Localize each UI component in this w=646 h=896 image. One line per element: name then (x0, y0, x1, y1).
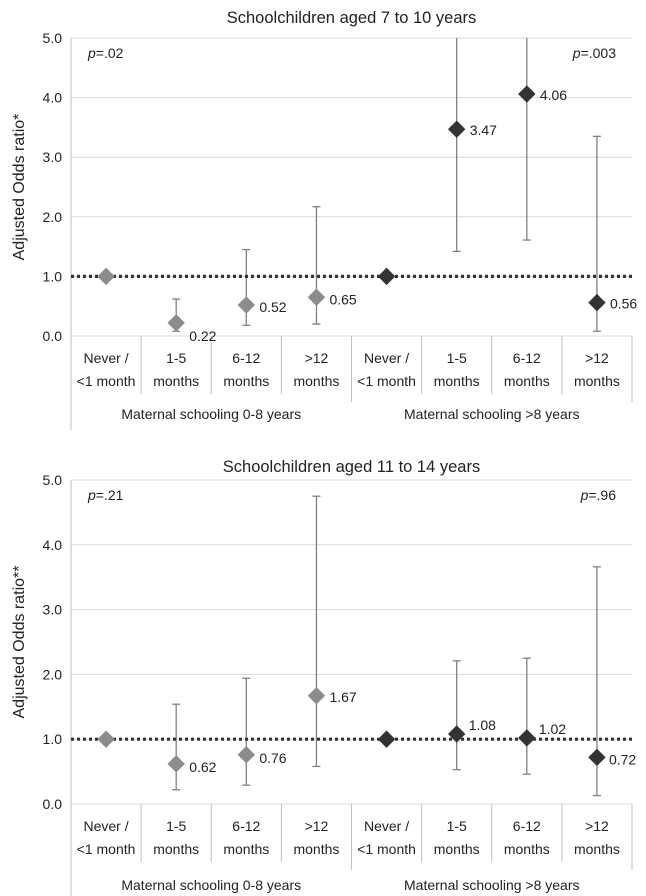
y-tick-label: 4.0 (43, 537, 63, 553)
x-category-label: Never / <1 month (77, 818, 136, 857)
p-value-label: p=.21 (87, 487, 124, 503)
data-point (167, 755, 185, 773)
data-point (167, 314, 185, 332)
x-category-label: 6-12 months (223, 350, 269, 389)
data-point (307, 687, 326, 705)
chart-title: Schoolchildren aged 11 to 14 years (223, 458, 480, 476)
y-axis-label: Adjusted Odds ratio* (11, 114, 28, 261)
data-point (377, 267, 396, 286)
y-tick-label: 0.0 (43, 796, 63, 812)
data-point (97, 730, 115, 748)
group-label: Maternal schooling 0-8 years (121, 406, 301, 422)
data-point (518, 85, 536, 103)
group-label: Maternal schooling 0-8 years (121, 877, 301, 893)
x-category-label: 1-5 months (434, 818, 480, 857)
x-category-label: >12 months (574, 818, 620, 857)
data-label: 0.52 (259, 299, 286, 315)
group-label: Maternal schooling >8 years (404, 406, 580, 422)
x-category-label: Never / <1 month (77, 350, 136, 389)
y-axis-label: Adjusted Odds ratio** (11, 566, 28, 719)
x-category-label: 6-12 months (504, 350, 550, 389)
x-category-label: >12 months (293, 818, 339, 857)
data-point (237, 746, 256, 764)
x-category-label: 6-12 months (504, 818, 550, 857)
y-tick-label: 1.0 (43, 268, 63, 284)
x-category-label: 6-12 months (223, 818, 269, 857)
data-label: 1.02 (539, 721, 566, 737)
data-point (588, 748, 606, 767)
y-tick-label: 5.0 (43, 472, 63, 488)
data-point (307, 288, 326, 306)
chart-title: Schoolchildren aged 7 to 10 years (227, 9, 477, 27)
x-category-label: >12 months (293, 350, 339, 389)
y-tick-label: 3.0 (43, 149, 63, 165)
data-point (447, 120, 466, 138)
y-tick-label: 4.0 (43, 90, 63, 106)
data-label: 1.67 (329, 689, 356, 705)
data-point (518, 729, 536, 747)
x-category-label: 1-5 months (153, 350, 199, 389)
y-tick-label: 5.0 (43, 30, 63, 46)
data-label: 0.56 (610, 296, 637, 312)
data-label: 3.47 (470, 122, 497, 138)
p-value-label: p=.003 (572, 45, 616, 61)
data-label: 4.06 (540, 87, 567, 103)
data-label: 1.08 (469, 717, 496, 733)
data-label: 0.22 (189, 328, 216, 344)
x-category-label: Never / <1 month (357, 350, 416, 389)
y-tick-label: 2.0 (43, 666, 63, 682)
x-category-label: 1-5 months (434, 350, 480, 389)
x-category-label: >12 months (574, 350, 620, 389)
y-tick-label: 3.0 (43, 602, 63, 618)
x-category-label: 1-5 months (153, 818, 199, 857)
x-category-label: Never / <1 month (357, 818, 416, 857)
data-label: 0.65 (329, 291, 356, 307)
p-value-label: p=.96 (580, 487, 617, 503)
data-point (377, 730, 396, 748)
y-tick-label: 1.0 (43, 731, 63, 747)
y-tick-label: 0.0 (43, 328, 63, 344)
p-value-label: p=.02 (87, 45, 124, 61)
data-point (237, 296, 256, 314)
chart-bottom-panel: Schoolchildren aged 11 to 14 years 0.0 1.0… (11, 458, 636, 896)
data-point (447, 725, 466, 743)
data-label: 0.62 (189, 759, 216, 775)
chart-top-panel: Schoolchildren aged 7 to 10 years 0.0 1.0 2… (11, 9, 637, 430)
data-label: 0.76 (259, 750, 286, 766)
data-point (97, 267, 115, 286)
data-point (588, 293, 606, 312)
group-label: Maternal schooling >8 years (404, 877, 580, 893)
data-label: 0.72 (609, 751, 636, 767)
y-tick-label: 2.0 (43, 209, 63, 225)
